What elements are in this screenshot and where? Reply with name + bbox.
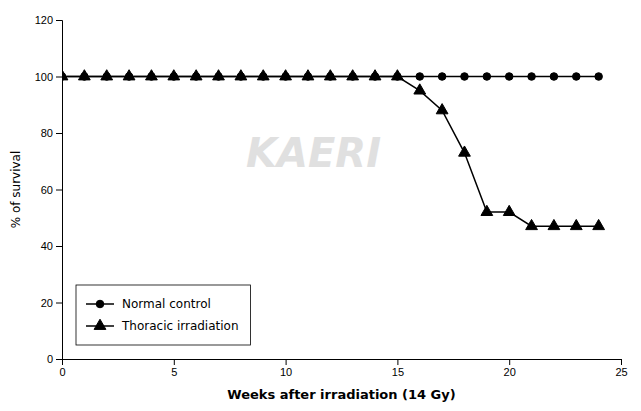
tick-label: 80 — [41, 127, 53, 139]
marker — [483, 73, 491, 81]
tick-label: 60 — [41, 184, 53, 196]
legend-label: Thoracic irradiation — [121, 319, 239, 333]
marker — [369, 70, 381, 80]
tick: 80 — [41, 127, 62, 139]
tick-label: 15 — [392, 366, 404, 378]
tick-mark — [56, 20, 62, 21]
tick: 0 — [47, 353, 62, 365]
marker — [347, 70, 359, 80]
tick-label: 25 — [615, 366, 627, 378]
marks — [62, 70, 605, 230]
tick-mark — [174, 359, 175, 365]
marker — [528, 73, 536, 81]
tick: 120 — [35, 14, 62, 26]
tick: 60 — [41, 184, 62, 196]
tick-label: 0 — [47, 353, 53, 365]
marker — [302, 70, 314, 80]
tick-label: 20 — [41, 297, 53, 309]
legend: Normal control Thoracic irradiation — [76, 285, 251, 345]
marker — [526, 219, 538, 229]
tick-label: 100 — [35, 71, 53, 83]
marker — [461, 73, 469, 81]
tick-mark — [286, 359, 287, 365]
marker — [280, 70, 292, 80]
marker — [101, 70, 113, 80]
tick-label: 120 — [35, 14, 53, 26]
tick-label: 40 — [41, 240, 53, 252]
tick-mark — [56, 77, 62, 78]
marker — [548, 219, 560, 229]
marker — [438, 73, 446, 81]
tick: 15 — [392, 359, 404, 378]
tick-label: 20 — [504, 366, 516, 378]
tick: 20 — [41, 297, 62, 309]
legend-frame — [76, 285, 251, 345]
legend-marker — [96, 300, 104, 308]
axis-line — [56, 21, 63, 360]
y-axis: 0 20 40 60 80 100 120 — [35, 14, 63, 365]
marker — [392, 70, 404, 80]
tick-label: 10 — [280, 366, 292, 378]
tick: 40 — [41, 240, 62, 252]
tick-mark — [56, 133, 62, 134]
legend-label: Normal control — [122, 297, 211, 311]
tick: 0 — [59, 359, 65, 378]
plot: KAERI 0 5 10 15 20 25 0 20 40 60 80 100 120 Normal con… — [35, 14, 628, 378]
marker — [414, 84, 426, 94]
marker — [503, 205, 515, 215]
legend-marker — [94, 319, 106, 329]
marker — [78, 70, 90, 80]
legend-item: Normal control — [86, 297, 211, 311]
legend-item: Thoracic irradiation — [86, 319, 239, 333]
marker — [416, 73, 424, 81]
tick-label: 0 — [59, 366, 65, 378]
marker — [168, 70, 180, 80]
tick-mark — [397, 359, 398, 365]
marker — [572, 73, 580, 81]
marker — [505, 73, 513, 81]
tick: 20 — [504, 359, 516, 378]
marker — [257, 70, 269, 80]
x-axis-title: Weeks after irradiation (14 Gy) — [227, 387, 455, 402]
tick-mark — [56, 303, 62, 304]
tick-label: 5 — [171, 366, 177, 378]
marker — [324, 70, 336, 80]
marker — [235, 70, 247, 80]
marker — [595, 73, 603, 81]
chart: KAERI 0 5 10 15 20 25 0 20 40 60 80 100 120 Normal con… — [0, 0, 641, 411]
marker — [62, 70, 68, 80]
marker — [459, 146, 471, 156]
y-axis-title: % of survival — [9, 151, 23, 229]
marker — [146, 70, 158, 80]
marker — [481, 205, 493, 215]
tick-mark — [56, 359, 62, 360]
tick: 100 — [35, 71, 62, 83]
marker — [213, 70, 225, 80]
axis-line — [63, 360, 622, 366]
marker — [570, 219, 582, 229]
tick-mark — [56, 190, 62, 191]
tick-mark — [621, 359, 622, 365]
marker — [593, 219, 605, 229]
tick: 10 — [280, 359, 292, 378]
marker — [550, 73, 558, 81]
tick-mark — [509, 359, 510, 365]
tick-mark — [56, 246, 62, 247]
tick: 25 — [615, 359, 627, 378]
tick: 5 — [171, 359, 177, 378]
watermark: KAERI — [246, 130, 381, 176]
series-line — [62, 77, 599, 227]
marker — [190, 70, 202, 80]
marker — [436, 104, 448, 114]
x-axis: 0 5 10 15 20 25 — [59, 359, 627, 378]
marker — [123, 70, 135, 80]
